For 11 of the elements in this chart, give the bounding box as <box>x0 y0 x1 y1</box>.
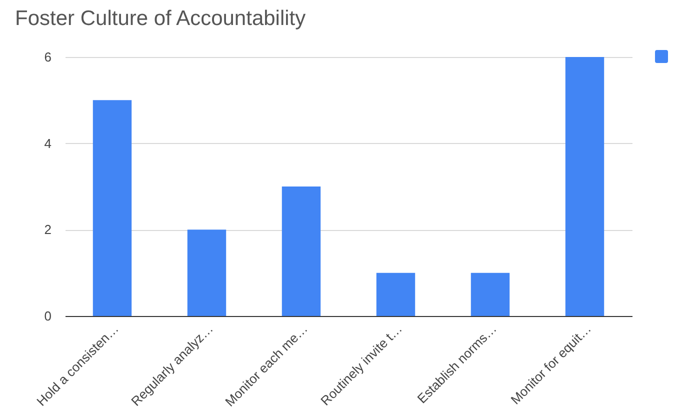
bar <box>565 57 604 316</box>
y-tick-label: 4 <box>44 136 52 151</box>
bar <box>282 186 321 316</box>
bar <box>187 230 226 316</box>
bar <box>376 272 416 316</box>
bar <box>92 100 132 316</box>
y-tick-label: 2 <box>44 222 52 238</box>
y-tick-label: 6 <box>44 50 52 64</box>
bar <box>470 272 510 316</box>
chart-title: Foster Culture of Accountability <box>15 7 306 30</box>
y-tick-label: 0 <box>44 308 52 324</box>
